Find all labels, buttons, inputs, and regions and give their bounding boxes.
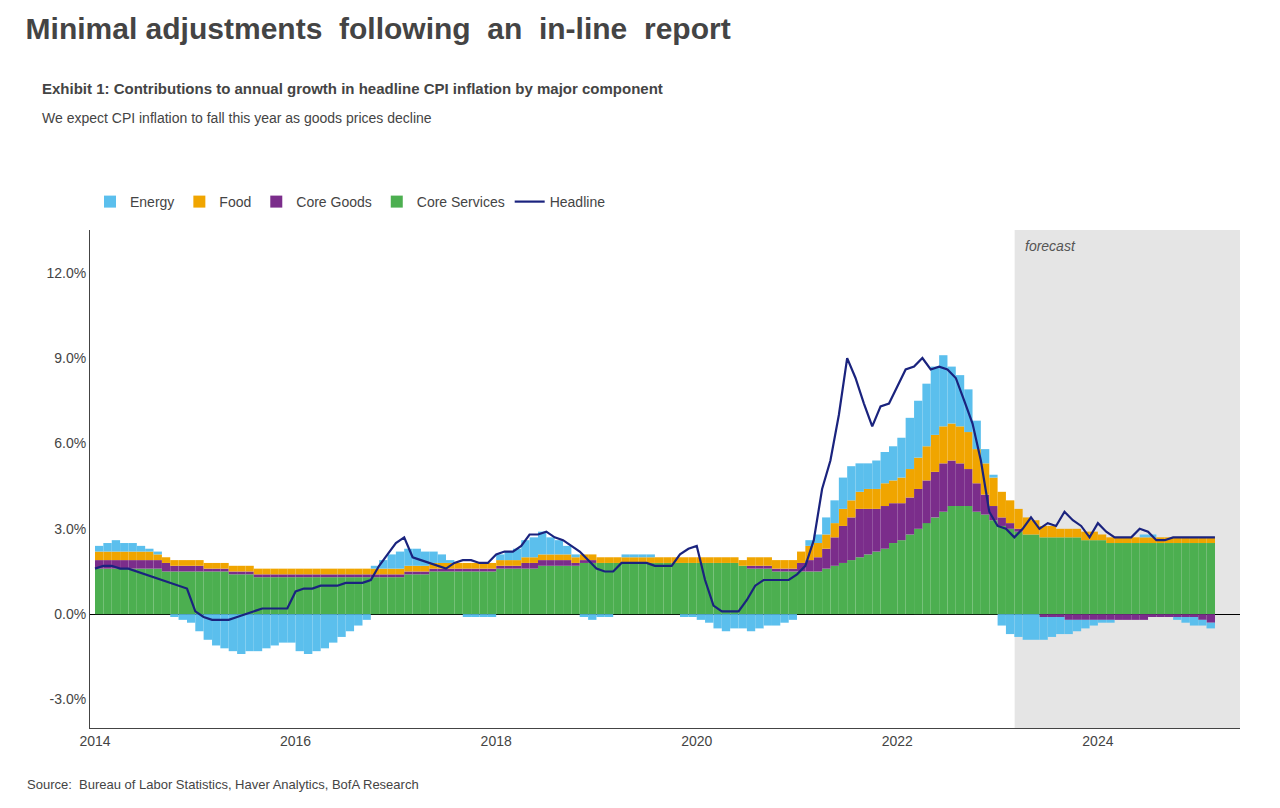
svg-text:Energy: Energy xyxy=(130,194,174,210)
svg-text:2020: 2020 xyxy=(681,733,712,749)
svg-text:Exhibit 1: Contributions to an: Exhibit 1: Contributions to annual growt… xyxy=(42,80,663,97)
svg-text:6.0%: 6.0% xyxy=(54,435,86,451)
svg-text:Headline: Headline xyxy=(550,194,605,210)
svg-text:2014: 2014 xyxy=(79,733,110,749)
svg-text:0.0%: 0.0% xyxy=(54,606,86,622)
svg-text:2018: 2018 xyxy=(481,733,512,749)
svg-text:2024: 2024 xyxy=(1082,733,1113,749)
svg-text:Food: Food xyxy=(219,194,251,210)
svg-text:Core Services: Core Services xyxy=(417,194,505,210)
svg-text:Minimal adjustments following: Minimal adjustments following an in-line… xyxy=(26,12,731,45)
svg-text:Source: Bureau of Labor Stati: Source: Bureau of Labor Statistics, Have… xyxy=(27,777,419,792)
svg-text:12.0%: 12.0% xyxy=(46,265,86,281)
svg-text:2016: 2016 xyxy=(280,733,311,749)
svg-text:-3.0%: -3.0% xyxy=(50,691,87,707)
svg-text:We expect CPI inflation to fal: We expect CPI inflation to fall this yea… xyxy=(42,110,432,126)
svg-text:2022: 2022 xyxy=(882,733,913,749)
svg-text:9.0%: 9.0% xyxy=(54,350,86,366)
svg-text:forecast: forecast xyxy=(1025,238,1076,254)
svg-text:3.0%: 3.0% xyxy=(54,521,86,537)
svg-text:Core Goods: Core Goods xyxy=(296,194,371,210)
